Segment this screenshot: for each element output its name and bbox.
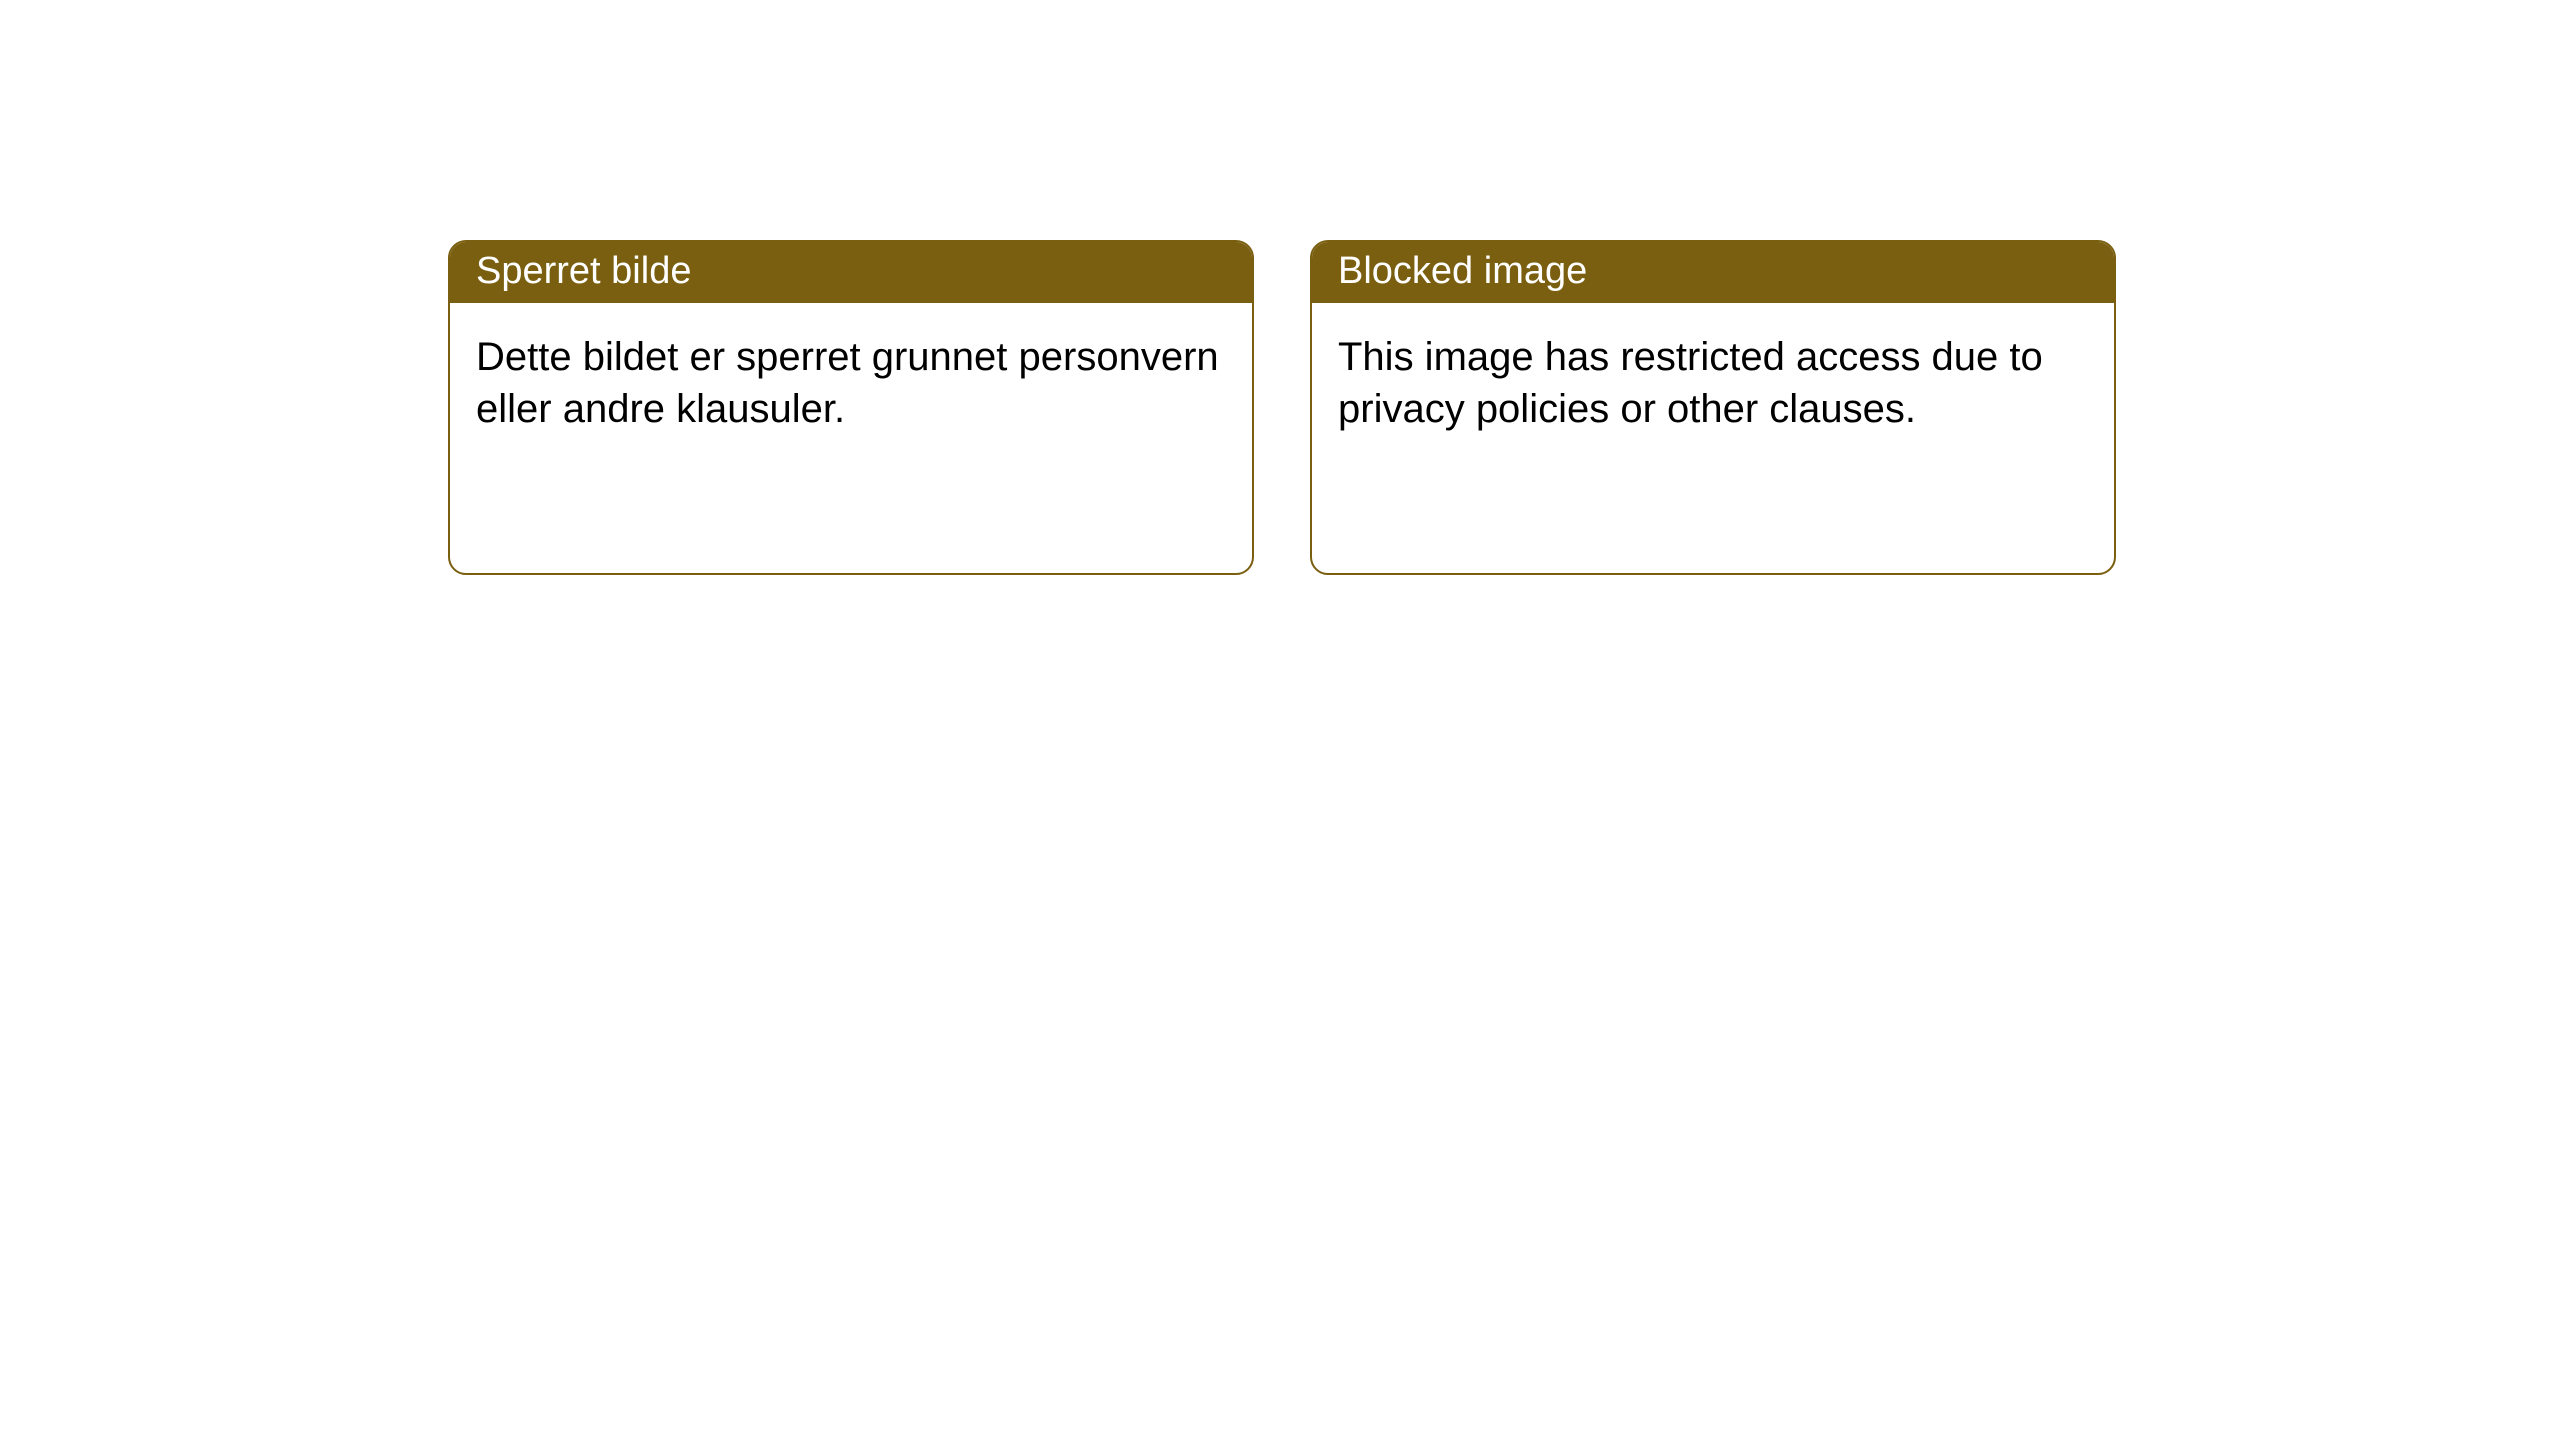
notice-card-title: Blocked image [1312, 242, 2114, 303]
notice-card-no: Sperret bilde Dette bildet er sperret gr… [448, 240, 1254, 575]
notice-card-en: Blocked image This image has restricted … [1310, 240, 2116, 575]
notice-cards-container: Sperret bilde Dette bildet er sperret gr… [448, 240, 2116, 575]
notice-card-body: This image has restricted access due to … [1312, 303, 2114, 464]
notice-card-title: Sperret bilde [450, 242, 1252, 303]
notice-card-body: Dette bildet er sperret grunnet personve… [450, 303, 1252, 464]
